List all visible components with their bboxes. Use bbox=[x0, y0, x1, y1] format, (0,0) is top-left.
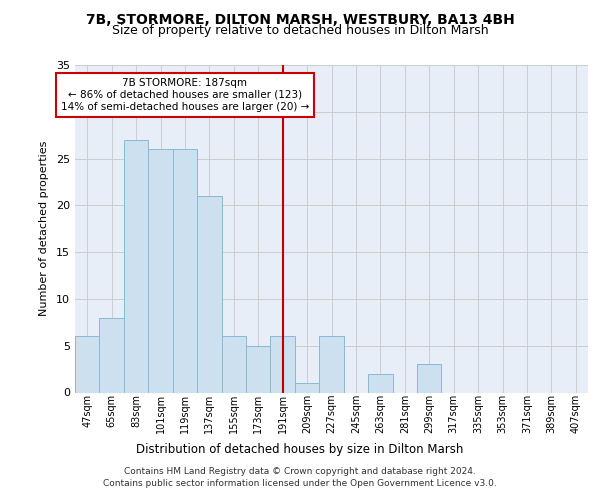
Bar bbox=[75, 336, 100, 392]
Text: Size of property relative to detached houses in Dilton Marsh: Size of property relative to detached ho… bbox=[112, 24, 488, 37]
Bar bbox=[295, 383, 319, 392]
Text: 7B STORMORE: 187sqm
← 86% of detached houses are smaller (123)
14% of semi-detac: 7B STORMORE: 187sqm ← 86% of detached ho… bbox=[61, 78, 309, 112]
Bar bbox=[271, 336, 295, 392]
Bar bbox=[417, 364, 442, 392]
Bar bbox=[148, 149, 173, 392]
Bar bbox=[368, 374, 392, 392]
Bar bbox=[124, 140, 148, 392]
Bar bbox=[197, 196, 221, 392]
Text: Contains public sector information licensed under the Open Government Licence v3: Contains public sector information licen… bbox=[103, 479, 497, 488]
Text: Distribution of detached houses by size in Dilton Marsh: Distribution of detached houses by size … bbox=[136, 442, 464, 456]
Bar bbox=[319, 336, 344, 392]
Bar bbox=[100, 318, 124, 392]
Bar bbox=[173, 149, 197, 392]
Bar bbox=[221, 336, 246, 392]
Text: 7B, STORMORE, DILTON MARSH, WESTBURY, BA13 4BH: 7B, STORMORE, DILTON MARSH, WESTBURY, BA… bbox=[86, 12, 514, 26]
Text: Contains HM Land Registry data © Crown copyright and database right 2024.: Contains HM Land Registry data © Crown c… bbox=[124, 468, 476, 476]
Y-axis label: Number of detached properties: Number of detached properties bbox=[39, 141, 49, 316]
Bar bbox=[246, 346, 271, 393]
